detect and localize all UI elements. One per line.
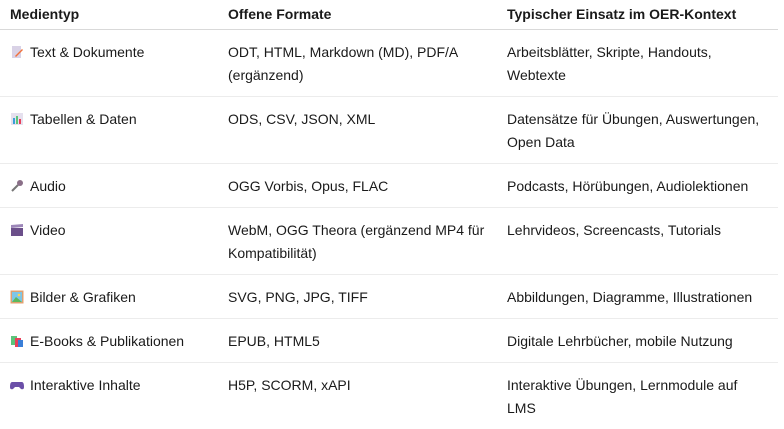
formats-cell: ODT, HTML, Markdown (MD), PDF/A (ergänze…: [218, 30, 497, 97]
formats-cell: SVG, PNG, JPG, TIFF: [218, 275, 497, 319]
header-einsatz: Typischer Einsatz im OER-Kontext: [497, 0, 778, 30]
table-row: E-Books & Publikationen EPUB, HTML5 Digi…: [0, 319, 778, 363]
media-type-cell: Tabellen & Daten: [0, 97, 218, 164]
table-row: Tabellen & Daten ODS, CSV, JSON, XML Dat…: [0, 97, 778, 164]
usage-cell: Digitale Lehrbücher, mobile Nutzung: [497, 319, 778, 363]
media-type-label: E-Books & Publikationen: [30, 333, 184, 349]
formats-cell: ODS, CSV, JSON, XML: [218, 97, 497, 164]
bar-chart-icon: [10, 112, 24, 126]
media-type-label: Bilder & Grafiken: [30, 289, 136, 305]
media-type-cell: Text & Dokumente: [0, 30, 218, 97]
formats-cell: H5P, SCORM, xAPI: [218, 363, 497, 429]
usage-cell: Podcasts, Hörübungen, Audiolektionen: [497, 164, 778, 208]
table-row: Interaktive Inhalte H5P, SCORM, xAPI Int…: [0, 363, 778, 429]
usage-cell: Abbildungen, Diagramme, Illustrationen: [497, 275, 778, 319]
clapper-board-icon: [10, 223, 24, 237]
media-type-cell: E-Books & Publikationen: [0, 319, 218, 363]
header-offene-formate: Offene Formate: [218, 0, 497, 30]
media-type-label: Video: [30, 222, 66, 238]
media-type-cell: Interaktive Inhalte: [0, 363, 218, 429]
usage-cell: Datensätze für Übungen, Auswertungen, Op…: [497, 97, 778, 164]
microphone-icon: [10, 179, 24, 193]
table-row: Audio OGG Vorbis, Opus, FLAC Podcasts, H…: [0, 164, 778, 208]
game-controller-icon: [10, 378, 24, 392]
media-type-cell: Video: [0, 208, 218, 275]
formats-cell: WebM, OGG Theora (ergänzend MP4 für Komp…: [218, 208, 497, 275]
media-type-label: Tabellen & Daten: [30, 111, 137, 127]
books-icon: [10, 334, 24, 348]
framed-picture-icon: [10, 290, 24, 304]
header-medientyp: Medientyp: [0, 0, 218, 30]
table-row: Bilder & Grafiken SVG, PNG, JPG, TIFF Ab…: [0, 275, 778, 319]
formats-cell: OGG Vorbis, Opus, FLAC: [218, 164, 497, 208]
memo-icon: [10, 45, 24, 59]
table-row: Video WebM, OGG Theora (ergänzend MP4 fü…: [0, 208, 778, 275]
media-type-cell: Bilder & Grafiken: [0, 275, 218, 319]
media-type-label: Text & Dokumente: [30, 44, 144, 60]
table-row: Text & Dokumente ODT, HTML, Markdown (MD…: [0, 30, 778, 97]
formats-cell: EPUB, HTML5: [218, 319, 497, 363]
media-type-label: Interaktive Inhalte: [30, 377, 141, 393]
usage-cell: Arbeitsblätter, Skripte, Handouts, Webte…: [497, 30, 778, 97]
usage-cell: Interaktive Übungen, Lernmodule auf LMS: [497, 363, 778, 429]
media-type-label: Audio: [30, 178, 66, 194]
header-row: Medientyp Offene Formate Typischer Einsa…: [0, 0, 778, 30]
media-type-cell: Audio: [0, 164, 218, 208]
usage-cell: Lehrvideos, Screencasts, Tutorials: [497, 208, 778, 275]
